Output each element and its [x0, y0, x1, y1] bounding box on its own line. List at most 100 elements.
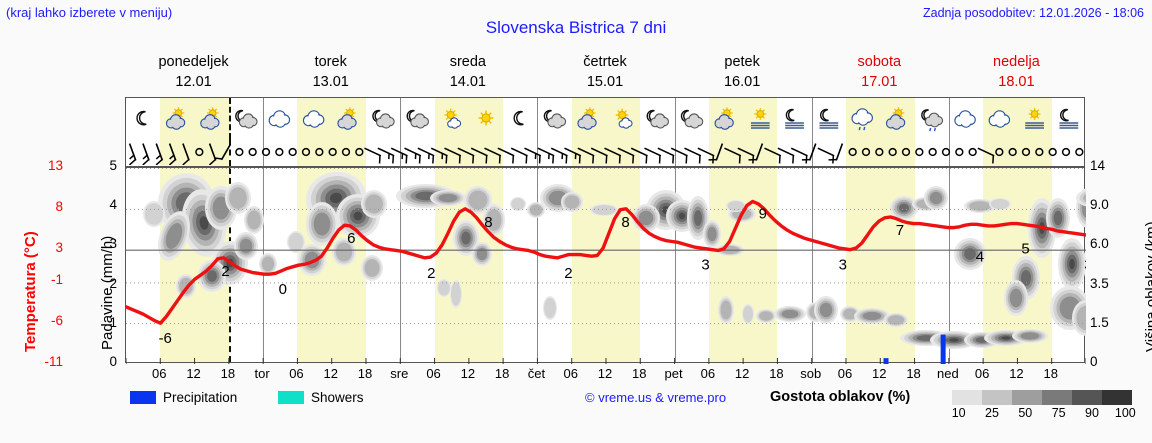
wind-barb [828, 143, 844, 161]
wind-barb [510, 147, 528, 164]
cloud-height-tick: 1.5 [1090, 314, 1109, 330]
wind-barb-calm [1061, 147, 1071, 157]
wind-barb [644, 147, 662, 164]
x-axis-tick: čet [527, 366, 546, 381]
wind-barb [590, 147, 608, 164]
weather-icon-moon-cloud [235, 109, 258, 129]
cloud-density-scale-value: 100 [1114, 406, 1136, 420]
x-axis-tick: 12 [323, 366, 338, 381]
last-update-stamp: Zadnja posodobitev: 12.01.2026 - 18:06 [922, 6, 1144, 20]
x-axis-tick: 12 [597, 366, 613, 381]
wind-barb [684, 147, 702, 164]
wind-barb-calm [1048, 147, 1057, 157]
weather-icon-sun-cloud [337, 107, 357, 130]
cloud-density-scale-value: 90 [1085, 406, 1099, 420]
cloud-height-axis-title: Višina oblakov (km) [1143, 221, 1152, 352]
copyright-link[interactable]: © vreme.us & vreme.pro [585, 390, 727, 405]
wind-barb [364, 147, 382, 164]
day-name: nedelja [993, 54, 1040, 70]
temperature-label: 8 [621, 214, 629, 231]
wind-barb [182, 143, 190, 165]
day-separator [537, 98, 539, 139]
day-name: sreda [449, 54, 486, 70]
weather-icon-moon-fog [819, 108, 839, 129]
wind-barb-calm [955, 147, 964, 157]
wind-barb [577, 147, 595, 164]
day-header-ponedeljek: ponedeljek 12.01 [125, 52, 262, 95]
wind-barb-calm [195, 147, 204, 157]
x-axis-tick: 12 [460, 366, 476, 381]
precipitation-bars [883, 334, 946, 364]
legend-item-precipitation: Precipitation [130, 390, 237, 405]
wind-barb-calm [968, 147, 977, 157]
wind-barb-band [125, 139, 1085, 167]
cloud-density-scale-value: 50 [1018, 406, 1033, 420]
x-axis-tick: 06 [426, 366, 441, 381]
temperature-tick: -11 [44, 354, 63, 369]
precipitation-tick: 4 [109, 197, 117, 213]
day-separator [400, 168, 402, 362]
cloud-density-ramp [952, 390, 1132, 405]
day-header-sreda: sreda 14.01 [399, 52, 536, 95]
precipitation-axis-title: Padavine (mm/h) [99, 235, 116, 350]
day-separator [674, 98, 676, 139]
weather-icon-sun-cloud [165, 107, 186, 130]
temperature-label: 4 [976, 249, 984, 266]
day-name: torek [314, 54, 347, 70]
wind-barb [801, 143, 817, 161]
cloud-height-tick: 6.0 [1090, 236, 1109, 252]
wind-barbs-svg [128, 143, 1084, 165]
weather-icon-moon-cloud [372, 109, 395, 129]
weather-icon-moon-cloud [646, 109, 669, 129]
day-header-četrtek: četrtek 15.01 [536, 52, 673, 95]
x-axis-tick: pet [664, 366, 683, 381]
temperature-label: 8 [484, 214, 492, 231]
weather-icon-moon-cloud [680, 109, 704, 129]
temperature-axis-title: Temperatura (°C) [22, 231, 39, 352]
wind-barb [777, 147, 795, 164]
weather-icon-cloud [954, 110, 976, 128]
wind-barb-calm [941, 147, 951, 157]
temperature-label: 3 [1084, 257, 1086, 274]
cloud-height-tick: 9.0 [1090, 197, 1109, 213]
cloud-density-ramp-step [1042, 390, 1072, 405]
wind-barb-calm [328, 147, 337, 157]
temperature-label: 0 [279, 281, 287, 298]
weather-icon-moon-cloud-drizzle [921, 109, 944, 132]
x-axis-tick: 06 [974, 366, 990, 381]
day-separator [537, 168, 539, 362]
wind-barb [708, 143, 724, 161]
current-time-marker [228, 98, 231, 139]
weather-icon-sun-cloud [714, 107, 734, 130]
wind-barb-calm [248, 147, 257, 157]
day-header-sobota: sobota 17.01 [811, 52, 948, 95]
temperature-extreme-labels: -6 2 0 6 2 8 2 8 3 9 3 7 4 5 3 [159, 206, 1086, 348]
wind-barb [537, 147, 555, 164]
temperature-tick: -1 [50, 272, 63, 288]
x-axis-tick: sre [390, 366, 409, 381]
temperature-label: 3 [701, 257, 709, 274]
day-name: sobota [857, 54, 902, 70]
day-name: ponedeljek [158, 54, 229, 70]
wind-barb-calm [275, 147, 284, 157]
x-axis-tick: 18 [220, 366, 236, 381]
wind-barb-calm [1021, 147, 1031, 157]
legend-item-showers: Showers [278, 390, 364, 405]
weather-icon-cloud [302, 110, 325, 128]
temperature-label: -6 [159, 330, 172, 347]
weather-icon-sun-smallcloud [444, 108, 462, 129]
temperature-label: 2 [221, 263, 229, 280]
wind-barb [208, 143, 217, 165]
day-separator [674, 168, 676, 362]
x-axis-tick: 06 [563, 366, 578, 381]
cloud-height-tick: 0 [1090, 354, 1098, 369]
weather-icon-sun-fog [750, 108, 770, 129]
cloud-height-tick: 3.5 [1090, 275, 1109, 291]
x-axis-tick: tor [254, 366, 270, 381]
day-date: 12.01 [175, 74, 212, 90]
wind-barb [497, 147, 515, 164]
weather-icon-moon-fog [1059, 108, 1079, 129]
x-axis-tick: 18 [357, 366, 373, 381]
wind-barb [604, 147, 622, 164]
wind-barb [457, 147, 475, 164]
